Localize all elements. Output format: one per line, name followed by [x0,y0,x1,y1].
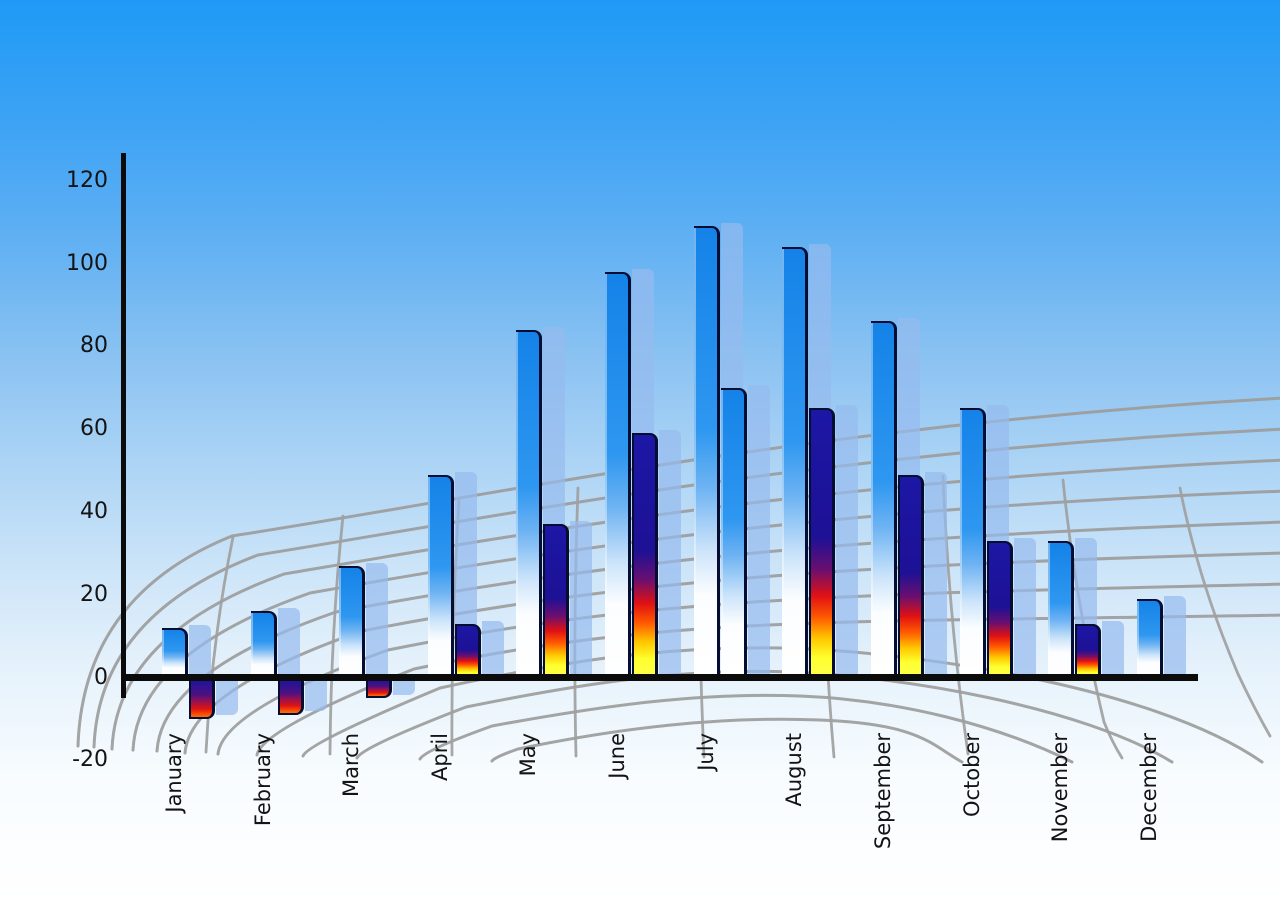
primary-bar-shadow [277,608,300,676]
primary-bar [959,408,986,677]
grid-ring [490,717,964,764]
month-label-april: April [427,733,452,781]
secondary-bar [720,387,747,677]
secondary-bar [1075,623,1102,677]
grid-spoke [328,514,345,756]
month-label-august: August [782,733,807,807]
month-label-february: February [250,733,275,827]
primary-bar [1136,598,1163,677]
x-axis-line [121,674,1198,681]
y-tick-label: 20 [80,581,108,607]
primary-bar-shadow [189,624,211,676]
grid-ring [418,693,1074,764]
grid-spoke [1178,486,1272,738]
secondary-bar-shadow [747,384,770,676]
secondary-bar-shadow [216,678,238,716]
y-axis-line [121,153,126,698]
primary-bar [870,321,897,677]
y-tick-label: 80 [80,333,108,359]
secondary-bar-shadow [1102,620,1125,676]
primary-bar [605,271,632,677]
secondary-bar-shadow [304,678,327,712]
secondary-bar [632,433,659,677]
secondary-bar-shadow [1013,537,1036,676]
month-label-october: October [959,733,984,818]
secondary-bar-shadow [924,471,947,676]
secondary-bar-shadow [836,405,859,676]
primary-bar [162,627,188,677]
primary-bar [782,246,809,677]
month-label-june: June [605,733,630,779]
grid-spoke [204,535,235,754]
secondary-bar [277,680,304,715]
y-tick-label: 120 [66,167,108,193]
secondary-bar-shadow [570,521,593,676]
primary-bar [516,329,543,677]
secondary-bar-shadow [481,620,504,676]
secondary-bar [809,408,836,677]
secondary-bar [986,540,1013,677]
month-label-march: March [339,733,364,798]
y-tick-label: 40 [80,498,108,524]
secondary-bar [543,524,570,677]
primary-bar [427,474,454,677]
secondary-bar [897,474,924,677]
secondary-bar-shadow [659,430,682,676]
primary-bar [250,611,277,677]
secondary-bar [366,680,393,699]
secondary-bar [189,680,215,719]
primary-bar [693,226,720,677]
secondary-bar-shadow [393,678,416,695]
month-label-december: December [1136,733,1161,842]
y-tick-label: 60 [80,416,108,442]
month-label-may: May [516,733,541,777]
y-tick-label: 100 [66,250,108,276]
month-label-july: July [693,733,718,771]
month-label-january: January [162,733,186,813]
month-label-november: November [1048,733,1073,843]
primary-bar-shadow [366,562,389,676]
y-tick-label: -20 [72,747,108,773]
secondary-bar [454,623,481,677]
primary-bar [1048,540,1075,677]
y-tick-label: 0 [94,664,108,690]
month-label-september: September [870,733,895,850]
primary-bar [339,565,366,677]
primary-bar-shadow [1163,595,1186,676]
